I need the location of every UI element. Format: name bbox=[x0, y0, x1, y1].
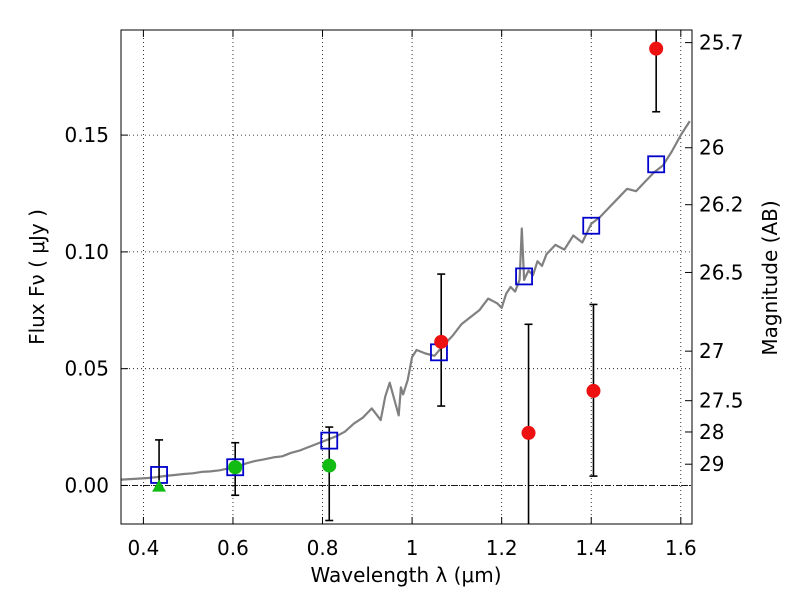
detection-point bbox=[521, 425, 536, 440]
right-axis-title: Magnitude (AB) bbox=[758, 200, 782, 355]
model-photometry-square bbox=[226, 458, 245, 477]
x-tick-label: 1.6 bbox=[665, 536, 697, 560]
upper-limit-triangle bbox=[152, 479, 167, 492]
green-point bbox=[322, 458, 337, 473]
mag-tick-label: 26.2 bbox=[699, 193, 744, 217]
mag-tick-label: 26.5 bbox=[699, 260, 744, 284]
model-photometry-square bbox=[320, 431, 339, 450]
x-tick-label: 1 bbox=[406, 536, 419, 560]
detection-point bbox=[434, 334, 449, 349]
detection-point bbox=[649, 41, 664, 56]
plot-frame bbox=[120, 29, 693, 525]
y-tick-label: 0.10 bbox=[64, 240, 109, 264]
detection-point bbox=[586, 383, 601, 398]
y-axis-title: Flux Fν ( μJy ) bbox=[25, 209, 49, 345]
model-sed-line bbox=[121, 120, 691, 481]
x-tick-label: 0.8 bbox=[307, 536, 339, 560]
mag-tick-label: 27 bbox=[699, 339, 724, 363]
x-tick-label: 1.4 bbox=[575, 536, 607, 560]
mag-tick-label: 27.5 bbox=[699, 389, 744, 413]
mag-tick-label: 29 bbox=[699, 452, 724, 476]
green-point bbox=[228, 460, 243, 475]
mag-tick-label: 25.7 bbox=[699, 31, 744, 55]
x-tick-label: 0.6 bbox=[217, 536, 249, 560]
plot-area bbox=[121, 30, 692, 524]
data-marks bbox=[150, 30, 666, 524]
model-photometry-square bbox=[582, 216, 601, 235]
y-tick-label: 0.00 bbox=[64, 473, 109, 497]
x-tick-label: 1.2 bbox=[486, 536, 518, 560]
x-tick-label: 0.4 bbox=[127, 536, 159, 560]
axis-ticks: 0.4 0.6 0.8 1 1.2 1.4 1.6 0.00 0.05 0.10 0.15 25.7 2… bbox=[64, 30, 744, 560]
y-tick-label: 0.05 bbox=[64, 357, 109, 381]
x-axis-title: Wavelength λ (μm) bbox=[310, 563, 501, 587]
mag-tick-label: 28 bbox=[699, 420, 724, 444]
model-photometry-square bbox=[647, 155, 666, 174]
y-tick-label: 0.15 bbox=[64, 123, 109, 147]
grid bbox=[121, 30, 692, 524]
model-photometry-square bbox=[515, 267, 533, 286]
mag-tick-label: 26 bbox=[699, 136, 724, 160]
